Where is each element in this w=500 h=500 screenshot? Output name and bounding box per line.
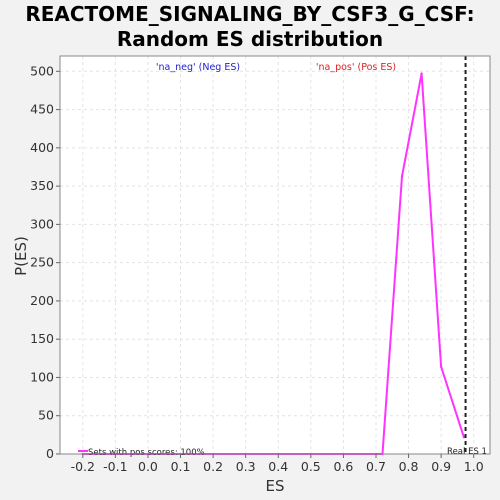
x-tick-label: 0.6 <box>333 459 353 474</box>
y-tick-label: 50 <box>38 408 54 423</box>
y-tick-label: 300 <box>30 216 54 231</box>
x-tick-label: 0.1 <box>171 459 191 474</box>
data-point <box>439 365 443 368</box>
data-point <box>462 435 466 439</box>
x-tick-label: 0.0 <box>138 459 158 474</box>
grid <box>60 56 490 455</box>
x-axis-label: ES <box>266 477 285 495</box>
neg-es-label: 'na_neg' (Neg ES) <box>156 62 240 73</box>
x-tick-label: -0.2 <box>71 459 95 474</box>
x-tick-label: -0.1 <box>103 459 127 474</box>
chart-title-line1: REACTOME_SIGNALING_BY_CSF3_G_CSF: <box>25 2 475 26</box>
y-axis-label: P(ES) <box>12 236 30 276</box>
chart-title: REACTOME_SIGNALING_BY_CSF3_G_CSF: Random… <box>0 2 500 52</box>
chart-title-line2: Random ES distribution <box>116 27 384 51</box>
y-tick-label: 150 <box>30 331 54 346</box>
y-tick-label: 100 <box>30 369 54 384</box>
x-tick-label: 0.7 <box>366 459 386 474</box>
real-es-label: Real ES 1 <box>447 447 487 457</box>
plot-area <box>60 56 490 454</box>
x-tick-label: 0.4 <box>268 459 288 474</box>
x-tick-label: 0.8 <box>399 459 419 474</box>
x-tick-label: 0.9 <box>431 459 451 474</box>
labels: ES P(ES) 'na_neg' (Neg ES) 'na_pos' (Pos… <box>12 62 487 495</box>
legend-entry-pos-scores: Sets with pos scores: 100% <box>88 448 205 458</box>
data-point <box>400 174 404 178</box>
x-tick-label: 0.5 <box>301 459 321 474</box>
plot-background <box>60 56 490 454</box>
y-tick-label: 250 <box>30 255 54 270</box>
axes: -0.2 -0.1 0.0 0.1 0.2 0.3 0.4 0.5 0.6 0.7 0.8 0.9 1.… <box>30 55 491 474</box>
y-tick-label: 400 <box>30 140 54 155</box>
y-tick-label: 350 <box>30 178 54 193</box>
data-point <box>420 72 423 75</box>
y-tick-label: 200 <box>30 293 54 308</box>
x-tick-label: 1.0 <box>464 459 484 474</box>
pos-es-label: 'na_pos' (Pos ES) <box>316 62 396 73</box>
x-tick-label: 0.2 <box>203 459 223 474</box>
y-tick-label: 450 <box>30 102 54 117</box>
y-tick-label: 0 <box>46 446 54 461</box>
y-tick-label: 500 <box>30 63 54 78</box>
plot-border <box>59 55 491 455</box>
x-tick-label: 0.3 <box>236 459 256 474</box>
